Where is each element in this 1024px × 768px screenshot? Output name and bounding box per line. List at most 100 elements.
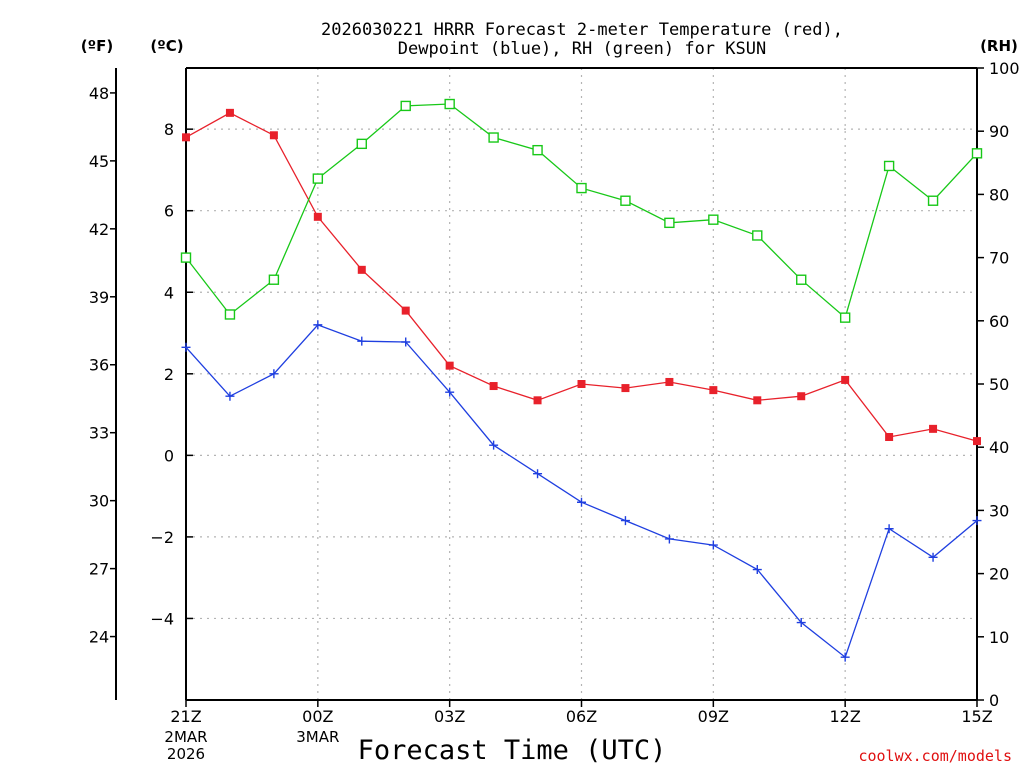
x-axis-label: Forecast Time (UTC) — [358, 735, 667, 766]
chart-title-line-2: Dewpoint (blue), RH (green) for KSUN — [398, 39, 766, 59]
rh-point — [839, 312, 851, 323]
fahrenheit-tick-label: 39 — [89, 288, 109, 307]
celsius-tick-label: 0 — [164, 446, 174, 465]
temperature-point — [533, 396, 542, 405]
fahrenheit-tick-label: 36 — [89, 356, 109, 375]
credit-text: coolwx.com/models — [858, 747, 1012, 765]
x-tick-label: 21Z — [170, 707, 201, 726]
fahrenheit-tick-label: 27 — [89, 560, 109, 579]
fahrenheit-tick-label: 48 — [89, 84, 109, 103]
celsius-unit-label: (ºC) — [150, 37, 183, 55]
x-tick-label: 06Z — [566, 707, 597, 726]
celsius-tick-label: 6 — [164, 202, 174, 221]
rh-point — [312, 173, 324, 184]
x-date-label: 2MAR — [164, 728, 207, 746]
rh-tick-label: 70 — [989, 249, 1009, 268]
dewpoint-point — [533, 469, 543, 479]
x-tick-label: 12Z — [830, 707, 861, 726]
series-rh — [180, 98, 983, 323]
celsius-tick-label: 4 — [164, 283, 174, 302]
temperature-point — [269, 131, 278, 140]
fahrenheit-tick-label: 33 — [89, 424, 109, 443]
x-date-label: 3MAR — [296, 728, 339, 746]
rh-tick-label: 30 — [989, 501, 1009, 520]
dewpoint-point — [972, 516, 982, 526]
rh-point — [356, 138, 367, 150]
dewpoint-point — [489, 440, 499, 450]
rh-tick-label: 90 — [989, 122, 1009, 141]
dewpoint-point — [620, 516, 630, 526]
temperature-point — [225, 108, 234, 117]
dewpoint-point — [840, 652, 850, 662]
rh-point — [883, 160, 895, 172]
rh-point — [708, 214, 719, 225]
temperature-point — [665, 377, 674, 386]
temperature-point — [929, 424, 938, 433]
x-date-label: 2026 — [167, 745, 205, 763]
dewpoint-point — [796, 618, 806, 628]
fahrenheit-tick-label: 30 — [89, 492, 109, 511]
fahrenheit-tick-label: 45 — [89, 152, 109, 171]
temperature-point — [841, 375, 850, 384]
x-tick-label: 09Z — [698, 707, 729, 726]
temperature-point — [357, 265, 366, 274]
fahrenheit-tick-label: 42 — [89, 220, 109, 239]
temperature-point — [885, 433, 894, 442]
temperature-point — [489, 382, 498, 391]
rh-tick-label: 40 — [989, 438, 1009, 457]
dewpoint-point — [313, 320, 323, 330]
dewpoint-point — [269, 369, 279, 379]
dewpoint-point — [445, 387, 455, 397]
temperature-point — [753, 396, 762, 405]
celsius-tick-label: −4 — [150, 609, 174, 628]
rh-point — [532, 144, 543, 156]
rh-point — [752, 230, 763, 241]
rh-tick-label: 100 — [989, 59, 1020, 78]
rh-point — [444, 98, 455, 110]
celsius-tick-label: −2 — [150, 528, 174, 547]
dewpoint-point — [752, 565, 762, 575]
dewpoint-point — [401, 337, 411, 347]
temperature-point — [797, 392, 806, 401]
rh-point — [576, 182, 587, 194]
fahrenheit-tick-label: 24 — [89, 628, 109, 647]
rh-point — [268, 274, 280, 285]
rh-point — [488, 132, 499, 143]
rh-point — [400, 100, 411, 112]
dewpoint-point — [181, 342, 191, 352]
temperature-point — [401, 306, 410, 315]
dewpoint-point — [357, 336, 367, 346]
dewpoint-point — [225, 391, 235, 401]
celsius-tick-label: 8 — [164, 120, 174, 139]
celsius-tick-label: 2 — [164, 365, 174, 384]
dewpoint-point — [664, 534, 674, 544]
temperature-point — [709, 386, 718, 395]
chart-series — [180, 98, 983, 662]
temperature-point — [445, 361, 454, 370]
temperature-point — [621, 384, 630, 393]
x-tick-label: 03Z — [434, 707, 465, 726]
dewpoint-point — [884, 524, 894, 534]
chart-gridlines — [186, 68, 977, 700]
rh-tick-label: 80 — [989, 185, 1009, 204]
x-tick-label: 00Z — [302, 707, 333, 726]
rh-point — [180, 252, 192, 263]
series-temperature — [182, 108, 981, 446]
series-dewpoint — [181, 320, 982, 662]
dewpoint-point — [577, 497, 586, 507]
rh-point — [971, 148, 983, 159]
rh-point — [620, 195, 631, 206]
temperature-point — [973, 437, 981, 446]
rh-tick-label: 60 — [989, 312, 1009, 331]
rh-tick-label: 10 — [989, 628, 1009, 647]
x-tick-label: 15Z — [961, 707, 992, 726]
fahrenheit-unit-label: (ºF) — [81, 37, 113, 55]
rh-unit-label: (RH) — [980, 37, 1018, 55]
temperature-point — [182, 133, 190, 142]
dewpoint-point — [928, 552, 938, 562]
rh-tick-label: 0 — [989, 691, 999, 710]
rh-point — [796, 274, 807, 285]
rh-tick-label: 50 — [989, 375, 1009, 394]
dewpoint-point — [708, 540, 718, 550]
